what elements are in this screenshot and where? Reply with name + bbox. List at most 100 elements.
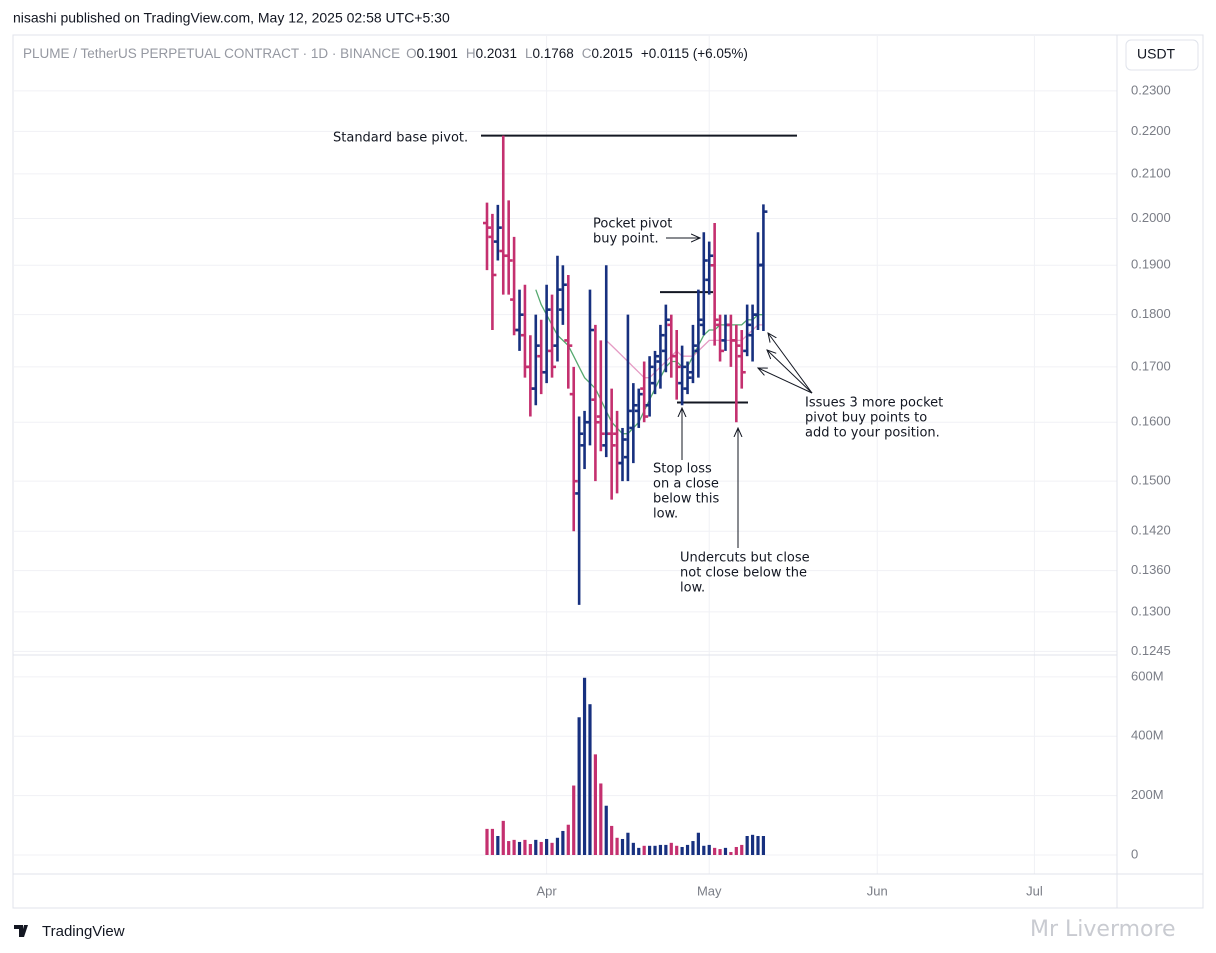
x-tick-label: Jun <box>867 883 888 898</box>
annotation: Pocket pivot <box>593 217 672 232</box>
chart-frame <box>12 34 1204 909</box>
volume-bar <box>539 841 543 855</box>
volume-bar <box>626 832 630 855</box>
symbol: PLUME / TetherUS PERPETUAL CONTRACT · 1D… <box>23 46 400 61</box>
volume-bar <box>512 839 516 855</box>
x-tick-label: Jul <box>1026 883 1043 898</box>
ohlc-key: H <box>466 46 476 61</box>
volume-bar <box>545 838 549 855</box>
volume-bar <box>685 844 690 855</box>
y-tick-label: 200M <box>1131 787 1164 802</box>
y-tick-label: 0.1360 <box>1131 562 1171 577</box>
volume-bar <box>675 845 679 855</box>
volume-bar <box>588 704 592 855</box>
ohlc-value: 0.1901 <box>417 46 458 61</box>
publish-line: nisashi published on TradingView.com, Ma… <box>13 10 450 26</box>
y-tick-label: 600M <box>1131 668 1164 683</box>
volume-bar <box>490 828 495 855</box>
ohlc-value: 0.2031 <box>476 46 517 61</box>
volume-bar <box>653 845 657 855</box>
annotation: on a close <box>653 477 719 492</box>
volume-bar <box>485 828 489 855</box>
ohlc-value: 0.2015 <box>592 46 633 61</box>
volume-bar <box>620 838 625 855</box>
volume-bar <box>572 785 576 855</box>
y-tick-label: 0.2300 <box>1131 82 1171 97</box>
volume-bar <box>745 836 749 855</box>
volume-bar <box>696 832 700 855</box>
ohlc-value: 0.1768 <box>532 46 573 61</box>
annotation: pivot buy points to <box>805 411 927 426</box>
change: +0.0115 (+6.05%) <box>641 46 748 61</box>
volume-bar <box>713 847 717 855</box>
x-tick-label: Apr <box>537 883 558 898</box>
volume-bar <box>593 754 597 855</box>
volume-bar <box>664 844 668 855</box>
volume-bar <box>523 839 527 855</box>
symbol-line: PLUME / TetherUS PERPETUAL CONTRACT · 1D… <box>23 46 748 61</box>
volume-bar <box>534 839 538 855</box>
y-tick-label: 0.1600 <box>1131 414 1171 429</box>
volume-bar <box>550 842 554 855</box>
volume-bar <box>528 844 532 855</box>
annotation: below this <box>653 492 720 507</box>
volume-bar <box>637 847 641 855</box>
logo <box>14 925 28 937</box>
annotation: Standard base pivot. <box>333 131 468 146</box>
volume-bar <box>723 847 728 855</box>
currency[interactable]: USDT <box>1137 46 1176 62</box>
volume-bar <box>734 846 738 855</box>
y-tick-label: 0.1500 <box>1131 473 1171 488</box>
y-tick-label: 0.1245 <box>1131 643 1171 658</box>
y-tick-label: 0.1800 <box>1131 306 1171 321</box>
volume-bar <box>718 849 722 855</box>
volume-bar <box>561 830 565 855</box>
watermark: Mr Livermore <box>1030 917 1176 942</box>
volume-bar <box>604 805 608 855</box>
currency-button[interactable] <box>1125 39 1199 71</box>
ohlc-key: L <box>525 46 533 61</box>
volume-bar <box>648 845 652 855</box>
x-tick-label: May <box>697 883 722 898</box>
arrow <box>768 333 813 394</box>
annotation: Undercuts but close <box>680 551 810 566</box>
y-tick-label: 400M <box>1131 728 1164 743</box>
annotation: low. <box>653 507 678 522</box>
volume-bar <box>750 834 755 855</box>
volume-bar <box>669 842 673 855</box>
y-tick-label: 0.1300 <box>1131 603 1171 618</box>
volume-bar <box>610 825 614 855</box>
grid <box>13 35 1117 874</box>
annotation: buy point. <box>593 232 659 247</box>
y-tick-label: 0.2100 <box>1131 165 1171 180</box>
volume-bar <box>756 836 760 855</box>
volume-bar <box>761 836 766 855</box>
volume-bar <box>707 844 711 855</box>
volume-bar <box>517 841 522 855</box>
arrows <box>666 238 813 548</box>
volume-bar <box>615 837 619 855</box>
annotation: Stop loss <box>653 462 712 477</box>
y-tick-label: 0.2200 <box>1131 123 1171 138</box>
volume-bar <box>577 717 581 855</box>
y-tick-label: 0.1900 <box>1131 257 1171 272</box>
volume-bar <box>582 677 587 855</box>
annotation: Issues 3 more pocket <box>805 396 943 411</box>
annotation: add to your position. <box>805 426 940 441</box>
y-tick-label: 0.1700 <box>1131 358 1171 373</box>
volume-bar <box>691 841 695 855</box>
annotation: low. <box>680 581 705 596</box>
volume-bar <box>501 820 505 855</box>
arrow <box>767 350 813 394</box>
annotation: not close below the <box>680 566 807 581</box>
volume-bar <box>496 836 500 855</box>
volume-bar <box>729 852 733 855</box>
volume-bar <box>642 845 646 855</box>
volume-bar <box>680 846 684 855</box>
volume-bar <box>658 844 663 855</box>
volume-bar <box>507 841 511 855</box>
brand: TradingView <box>42 923 125 940</box>
volume-bar <box>566 824 570 855</box>
